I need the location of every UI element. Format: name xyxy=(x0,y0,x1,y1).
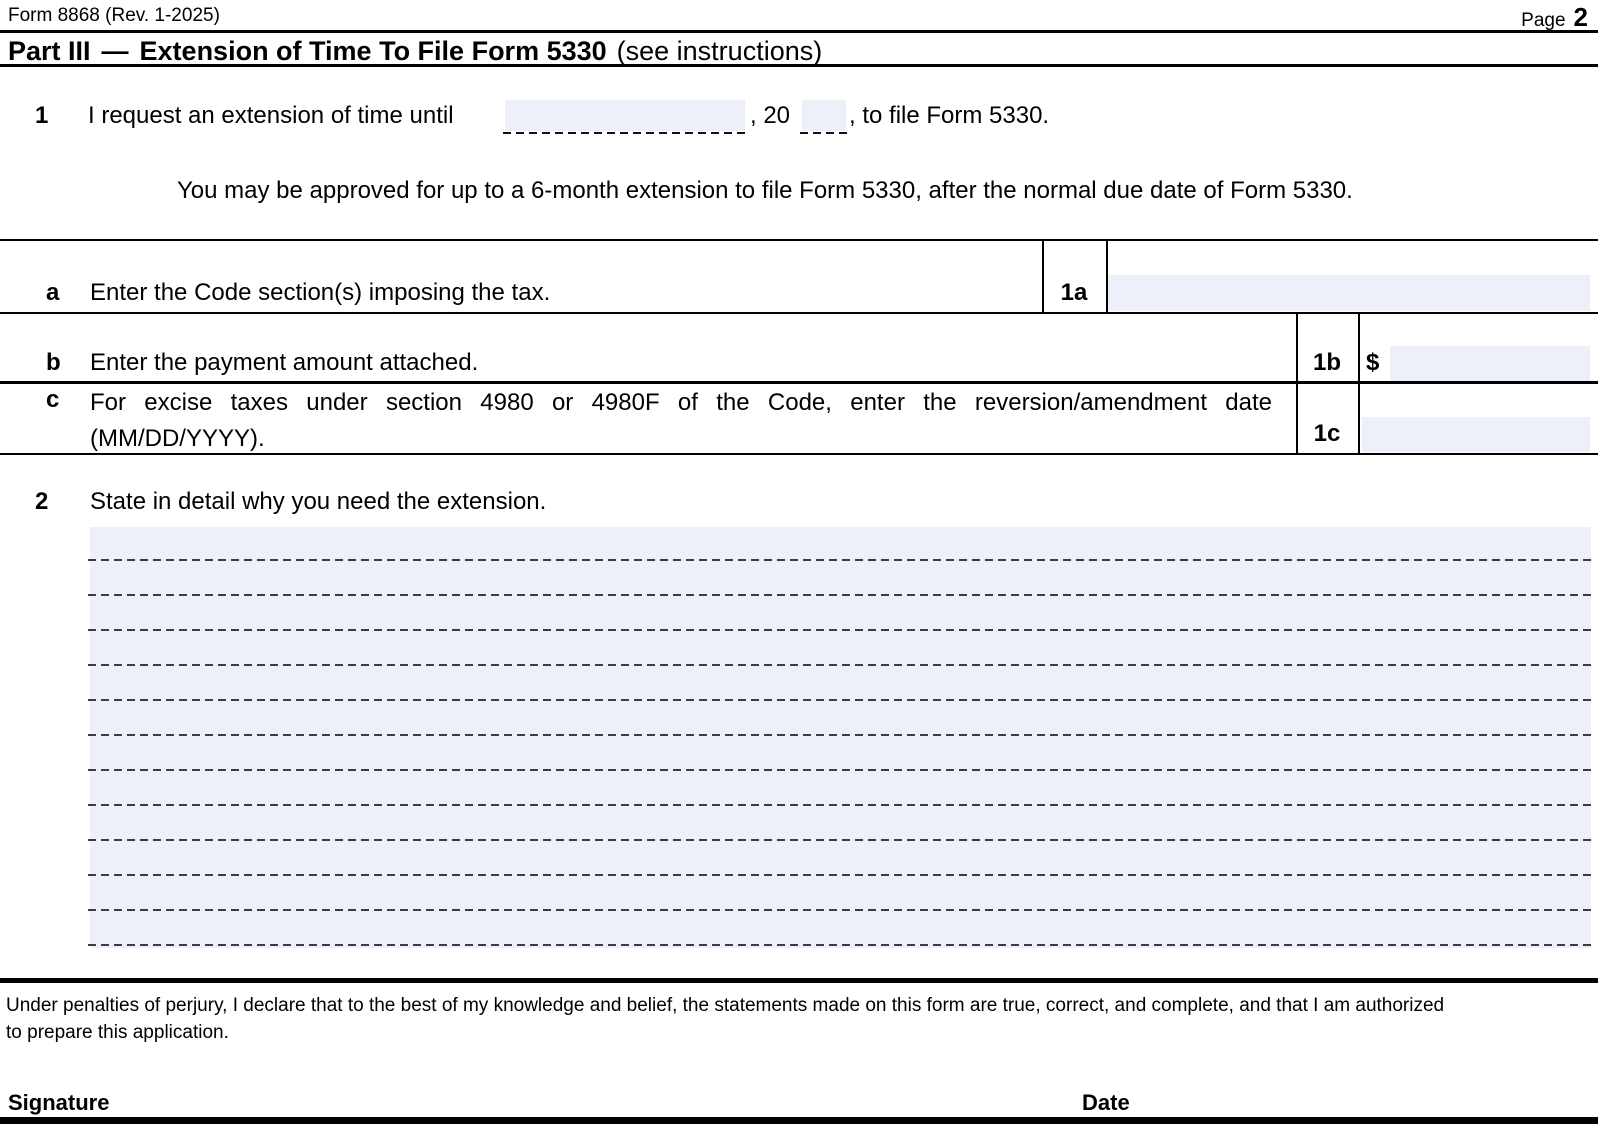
row-b-label: Enter the payment amount attached. xyxy=(90,349,479,376)
ruled-line xyxy=(88,664,1594,666)
line1-text-before: I request an extension of time until xyxy=(88,102,454,129)
box-1a-left-border xyxy=(1042,239,1044,312)
box-1bc-left-border xyxy=(1296,312,1298,453)
ruled-line xyxy=(88,734,1594,736)
declaration-divider xyxy=(0,978,1598,983)
field-2-statement[interactable] xyxy=(90,527,1591,948)
row-c-letter: c xyxy=(46,386,60,413)
ruled-line xyxy=(88,839,1594,841)
perjury-statement: Under penalties of perjury, I declare th… xyxy=(6,992,1444,1046)
box-label-1b: 1b xyxy=(1312,349,1341,376)
line2-number: 2 xyxy=(35,488,49,515)
row-c-bottom-border xyxy=(0,453,1598,455)
row-b-letter: b xyxy=(46,349,61,376)
part3-separator: — xyxy=(101,36,129,66)
bottom-border xyxy=(0,1117,1598,1124)
field-1b-payment-amount[interactable] xyxy=(1390,346,1590,381)
box-label-1a: 1a xyxy=(1060,279,1088,306)
ruled-line xyxy=(88,944,1594,946)
line1-number: 1 xyxy=(35,102,49,129)
row-a-letter: a xyxy=(46,279,60,306)
signature-label: Signature xyxy=(8,1090,110,1115)
ruled-line xyxy=(88,699,1594,701)
part3-header: Part III — Extension of Time To File Form … xyxy=(8,36,822,66)
perjury-statement-line1: Under penalties of perjury, I declare th… xyxy=(6,995,1445,1016)
dollar-sign: $ xyxy=(1366,349,1380,376)
row-c-label: For excise taxes under section 4980 or 4… xyxy=(90,385,1272,457)
perjury-statement-line2: to prepare this application. xyxy=(6,1022,229,1043)
line1-text-after: , to file Form 5330. xyxy=(849,102,1050,129)
extension-year-underline xyxy=(800,132,848,134)
date-label: Date xyxy=(1082,1090,1130,1115)
line1-note: You may be approved for up to a 6-month … xyxy=(177,177,1353,204)
extension-date-underline xyxy=(503,132,748,134)
line1-text-century: , 20 xyxy=(750,102,791,129)
extension-year-field[interactable] xyxy=(802,100,846,131)
row-c-label-line1: For excise taxes under section 4980 or 4… xyxy=(90,389,1272,416)
line2-label: State in detail why you need the extensi… xyxy=(90,488,547,515)
box-label-1c: 1c xyxy=(1313,420,1341,447)
page-indicator: Page 2 xyxy=(1521,2,1588,33)
row-a-label: Enter the Code section(s) imposing the t… xyxy=(90,279,551,306)
row-b-bottom-border xyxy=(0,381,1598,384)
row-c-label-line2: (MM/DD/YYYY). xyxy=(90,425,265,452)
ruled-line xyxy=(88,804,1594,806)
ruled-line xyxy=(88,559,1594,561)
part3-label: Part III xyxy=(8,36,91,66)
page-number: 2 xyxy=(1573,2,1588,32)
form-id: Form 8868 (Rev. 1-2025) xyxy=(8,5,220,26)
box-1a-right-border xyxy=(1106,239,1108,312)
page-label: Page xyxy=(1521,10,1566,31)
statement-ruled-lines xyxy=(88,559,1594,949)
extension-date-field[interactable] xyxy=(505,100,745,131)
part3-underline xyxy=(0,64,1598,67)
ruled-line xyxy=(88,594,1594,596)
row-a-bottom-border xyxy=(0,312,1598,314)
ruled-line xyxy=(88,874,1594,876)
field-1c-reversion-date[interactable] xyxy=(1362,417,1590,452)
ruled-line xyxy=(88,629,1594,631)
ruled-line xyxy=(88,769,1594,771)
ruled-line xyxy=(88,909,1594,911)
field-1a-code-sections[interactable] xyxy=(1108,275,1590,311)
part3-subtitle: (see instructions) xyxy=(616,36,823,66)
part3-title: Extension of Time To File Form 5330 xyxy=(139,36,607,66)
table-top-border xyxy=(0,239,1598,241)
header-divider xyxy=(0,30,1598,33)
box-1bc-right-border xyxy=(1358,312,1360,453)
